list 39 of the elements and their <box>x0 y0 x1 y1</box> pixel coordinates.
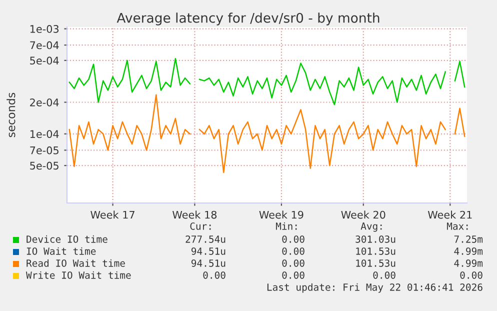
legend-label: Read IO Wait time <box>26 259 125 267</box>
text: 0.00 <box>282 271 304 279</box>
x-tick-label: Week 19 <box>259 210 304 219</box>
text: 4.99m <box>454 247 483 255</box>
text: 7.25m <box>454 235 483 243</box>
y-tick-label: 5e-05 <box>30 162 58 170</box>
legend-label: Write IO Wait time <box>26 271 131 279</box>
text: 0.00 <box>373 271 396 279</box>
text: Max: <box>446 222 468 230</box>
y-tick-label: 1e-03 <box>30 25 59 33</box>
text: 277.54u <box>186 235 226 243</box>
text: 0.00 <box>282 247 304 255</box>
x-tick-label: Week 17 <box>90 210 134 219</box>
y-tick-label: 2e-04 <box>30 98 59 106</box>
y-axis-title: seconds <box>6 92 16 138</box>
y-tick-label: 7e-04 <box>30 41 59 50</box>
text: 0.00 <box>203 271 226 279</box>
text: 0.00 <box>282 235 304 243</box>
text: 0.00 <box>460 271 482 279</box>
text: 94.51u <box>191 247 226 255</box>
x-tick-label: Week 20 <box>341 210 386 219</box>
text: 301.03u <box>356 235 396 243</box>
y-tick-label: 7e-05 <box>30 146 58 154</box>
text: Cur: <box>190 222 211 230</box>
text: Min: <box>276 222 297 230</box>
y-tick-label: 5e-04 <box>30 56 59 65</box>
x-tick-label: Week 21 <box>428 210 472 219</box>
text: Avg: <box>360 222 382 232</box>
x-tick-label: Week 18 <box>172 210 217 219</box>
text: 101.53u <box>356 247 396 255</box>
text: 101.53u <box>356 259 396 267</box>
text: 94.51u <box>191 259 226 267</box>
text: 0.00 <box>282 259 304 267</box>
y-tick-label: 1e-04 <box>30 130 59 138</box>
text: Last update: Fri May 22 01:46:41 2026 <box>267 283 482 293</box>
legend-label: Device IO time <box>26 235 108 243</box>
legend-label: IO Wait time <box>26 247 96 255</box>
text: 4.99m <box>454 259 483 267</box>
chart-title: Average latency for /dev/sr0 - by month <box>116 12 380 26</box>
